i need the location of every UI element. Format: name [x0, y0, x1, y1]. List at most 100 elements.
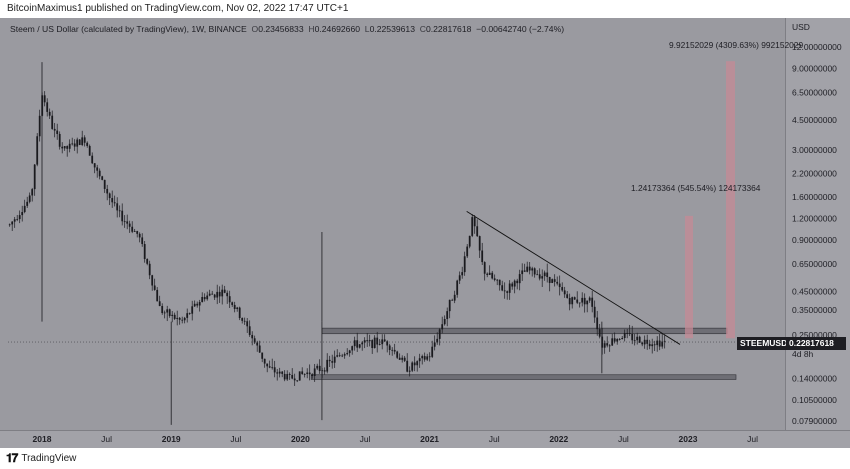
candle-body	[626, 332, 629, 334]
tradingview-logo[interactable]: 𝟏𝟕 TradingView	[6, 451, 76, 466]
candle-body	[468, 235, 471, 247]
candle-body	[163, 312, 166, 314]
candle-body	[126, 221, 129, 224]
candle-body	[26, 201, 29, 206]
candle-body	[218, 291, 221, 297]
y-tick-label: 0.10500000	[792, 395, 837, 405]
candle-body	[311, 374, 314, 376]
candle-body	[663, 340, 666, 342]
candle-body	[478, 236, 481, 251]
candle-body	[323, 370, 326, 372]
candle-body	[428, 356, 431, 358]
candle-body	[476, 226, 479, 237]
candle-body	[178, 317, 181, 320]
candle-body	[496, 279, 499, 281]
candle-body	[446, 311, 449, 320]
candle-body	[611, 338, 614, 346]
candle-body	[98, 170, 101, 177]
candle-body	[153, 285, 156, 290]
x-tick-label: 2020	[291, 434, 310, 444]
y-tick-label: 0.25000000	[792, 330, 837, 340]
candle-body	[486, 273, 489, 275]
candle-body	[481, 250, 484, 263]
x-tick-label: 2019	[162, 434, 181, 444]
candle-body	[313, 368, 316, 376]
candle-body	[563, 290, 566, 295]
candle-body	[623, 332, 626, 338]
candle-body	[61, 146, 64, 149]
time-axis[interactable]	[0, 430, 850, 449]
low-value: 0.22539613	[369, 24, 415, 34]
candle-body	[188, 313, 191, 314]
candle-body	[401, 357, 404, 360]
candle-body	[628, 333, 631, 334]
candle-body	[146, 259, 149, 264]
candle-body	[653, 344, 656, 346]
candle-body	[221, 289, 224, 297]
candle-body	[133, 231, 136, 232]
candle-body	[53, 128, 56, 131]
candle-body	[68, 143, 71, 149]
candle-body	[491, 272, 494, 279]
candle-body	[641, 342, 644, 345]
candle-body	[28, 195, 31, 202]
candle-body	[191, 306, 194, 314]
candle-body	[541, 276, 544, 279]
change-value: −0.00642740 (−2.74%)	[476, 24, 565, 34]
x-tick-label: Jul	[747, 434, 758, 444]
chart-header: Steem / US Dollar (calculated by Trading…	[10, 24, 564, 34]
candle-body	[373, 337, 376, 349]
candle-body	[506, 291, 509, 293]
candle-body	[618, 339, 621, 340]
x-tick-label: 2021	[420, 434, 439, 444]
candle-body	[201, 297, 204, 303]
candle-body	[196, 303, 199, 306]
candle-body	[131, 226, 134, 232]
candle-body	[276, 372, 279, 374]
candle-body	[531, 268, 534, 271]
candle-body	[161, 306, 164, 314]
candle-body	[346, 353, 349, 355]
candle-body	[658, 340, 661, 347]
candle-body	[351, 346, 354, 351]
candle-body	[523, 270, 526, 272]
candle-body	[96, 167, 99, 171]
price-axis[interactable]	[785, 18, 850, 430]
candle-body	[333, 356, 336, 363]
candle-body	[318, 365, 321, 372]
candle-body	[368, 340, 371, 342]
candle-body	[38, 115, 41, 137]
x-tick-label: 2022	[549, 434, 568, 444]
candle-body	[253, 338, 256, 343]
candle-body	[58, 133, 61, 147]
x-tick-label: Jul	[618, 434, 629, 444]
candle-body	[421, 356, 424, 359]
candle-body	[168, 309, 171, 316]
y-tick-label: 0.14000000	[792, 373, 837, 383]
candle-body	[78, 139, 81, 145]
candle-body	[71, 143, 74, 145]
candle-body	[381, 339, 384, 345]
candle-body	[256, 342, 259, 346]
candle-body	[246, 321, 249, 327]
candle-body	[448, 299, 451, 312]
candle-body	[18, 215, 21, 220]
y-tick-label: 0.45000000	[792, 286, 837, 296]
candle-body	[483, 262, 486, 274]
candle-body	[608, 345, 611, 347]
tradingview-mark-icon: 𝟏𝟕	[6, 451, 18, 465]
candle-body	[521, 270, 524, 275]
candle-body	[108, 193, 111, 199]
candle-body	[8, 224, 11, 226]
y-tick-label: 0.65000000	[792, 259, 837, 269]
candle-body	[331, 361, 334, 363]
x-tick-label: Jul	[101, 434, 112, 444]
candle-body	[473, 217, 476, 227]
candle-body	[286, 374, 289, 380]
y-tick-label: 12.00000000	[792, 42, 842, 52]
candle-body	[516, 280, 519, 284]
candle-body	[166, 309, 169, 313]
candle-body	[571, 297, 574, 305]
candle-body	[396, 351, 399, 358]
